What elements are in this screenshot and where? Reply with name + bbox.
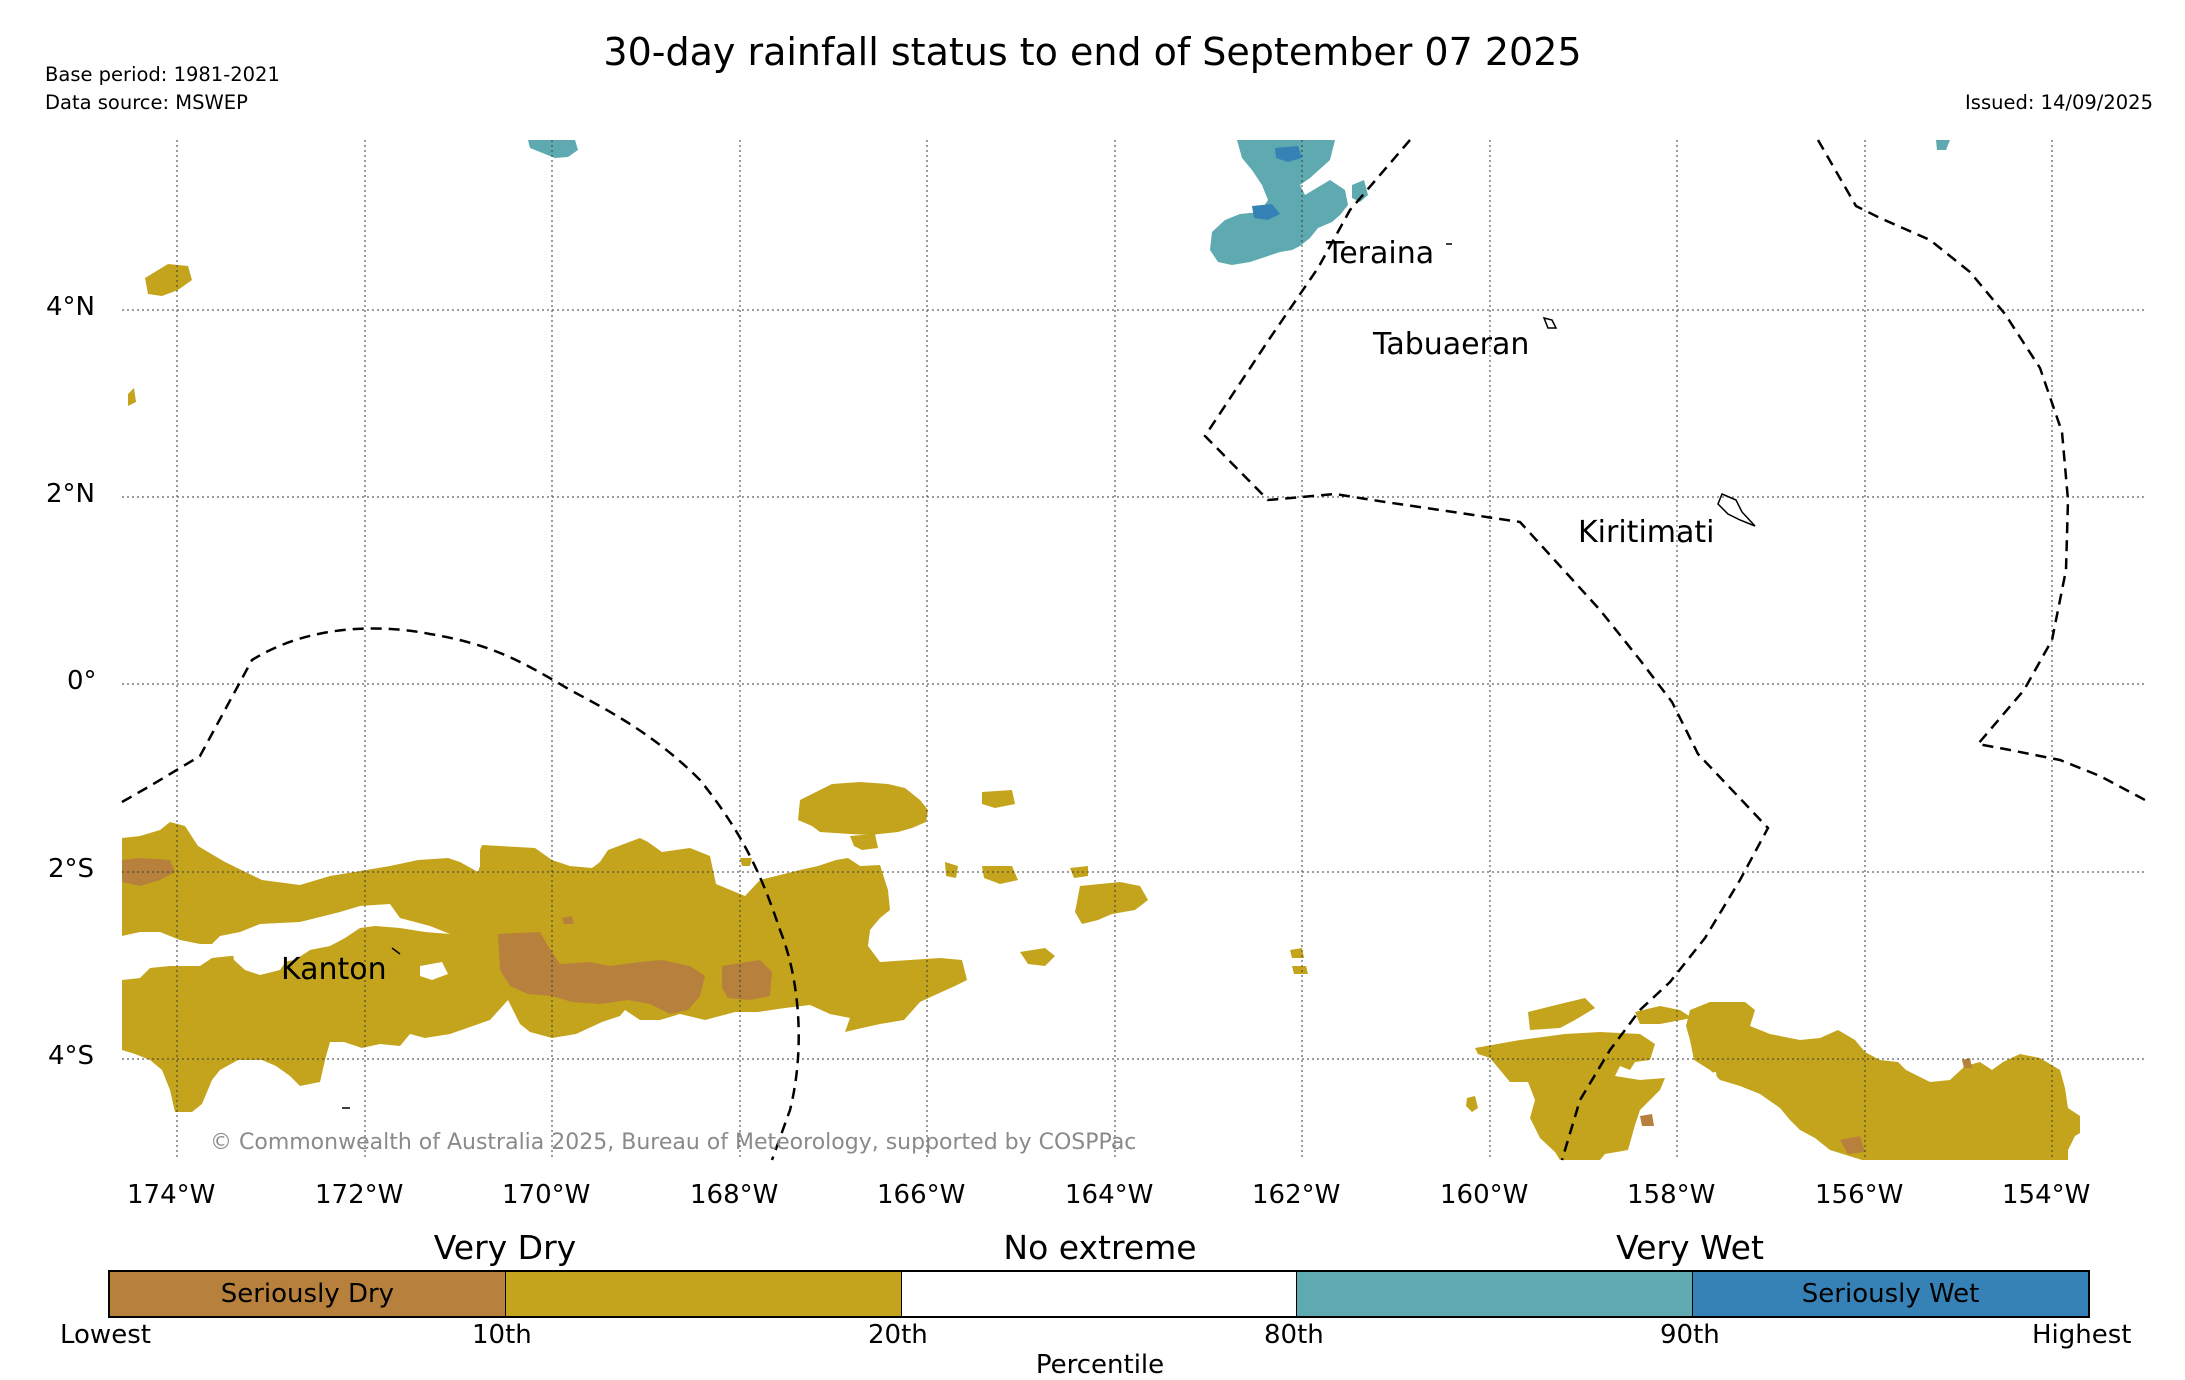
issued-date: Issued: 14/09/2025 (1965, 91, 2153, 114)
lon-label-156w: 156°W (1815, 1180, 1904, 1210)
very-dry-region (1686, 1002, 2080, 1160)
no-extreme-hole (300, 928, 320, 942)
very-dry-region (1528, 998, 1595, 1030)
very-wet-region (528, 140, 578, 158)
lat-label-2n: 2°N (46, 479, 95, 509)
very-dry-region (798, 782, 928, 835)
lon-label-168w: 168°W (690, 1180, 779, 1210)
no-extreme-hole (1700, 1072, 1718, 1088)
colorbar: Seriously Dry Seriously Wet (108, 1270, 2090, 1318)
colorbar-very-dry (505, 1272, 902, 1316)
base-period: Base period: 1981-2021 (45, 63, 280, 86)
very-dry-region (982, 790, 1015, 808)
lon-label-160w: 160°W (1440, 1180, 1529, 1210)
very-dry-region (850, 834, 878, 850)
very-dry-region (1475, 1032, 1665, 1160)
colorbar-tick-80th: 80th (1264, 1320, 1324, 1350)
colorbar-very-wet (1297, 1272, 1694, 1316)
lat-label-4n: 4°N (46, 292, 95, 322)
seriously-dry-region (722, 960, 772, 1000)
copyright-notice: © Commonwealth of Australia 2025, Bureau… (210, 1130, 1137, 1155)
island-outlines (342, 243, 1756, 1109)
lon-label-170w: 170°W (502, 1180, 591, 1210)
very-dry-region (1292, 966, 1308, 974)
lon-label-162w: 162°W (1252, 1180, 1341, 1210)
very-wet-region (1352, 180, 1368, 202)
rainfall-anomaly-fields (122, 140, 2115, 1160)
seriously-wet-region (1275, 146, 1302, 162)
phoenix-islands-eez-boundary (121, 627, 800, 1161)
seriously-dry-region (1840, 1136, 1865, 1154)
map-title: 30-day rainfall status to end of Septemb… (603, 30, 1582, 74)
seriously-dry-region (1962, 1058, 1972, 1068)
colorbar-tick-20th: 20th (868, 1320, 928, 1350)
colorbar-seriously-dry: Seriously Dry (110, 1272, 506, 1316)
very-dry-region (1635, 1006, 1692, 1024)
kiritimati-outline (1717, 493, 1756, 527)
legend-group-very-dry: Very Dry (433, 1228, 577, 1267)
no-extreme-hole (232, 944, 288, 975)
place-label-tabuaeran: Tabuaeran (1373, 327, 1530, 362)
very-dry-region (982, 866, 1018, 884)
kanton-outline (391, 947, 401, 955)
colorbar-tick-highest: Highest (2032, 1320, 2132, 1350)
no-extreme-hole (360, 912, 378, 922)
lon-label-158w: 158°W (1627, 1180, 1716, 1210)
lat-label-2s: 2°S (48, 854, 95, 884)
very-dry-region (1075, 882, 1148, 924)
eez-boundaries (121, 139, 2146, 1161)
place-label-teraina: Teraina (1326, 236, 1435, 271)
lon-label-164w: 164°W (1065, 1180, 1154, 1210)
seriously-dry-region (562, 916, 574, 924)
lon-label-174w: 174°W (127, 1180, 216, 1210)
no-extreme-hole (420, 962, 448, 980)
very-dry-region (945, 862, 958, 878)
very-dry-region (1290, 948, 1304, 958)
seriously-wet-region (1252, 204, 1280, 220)
colorbar-tick-lowest: Lowest (60, 1320, 151, 1350)
no-extreme-hole (1760, 1110, 1776, 1122)
legend-group-no-extreme: No extreme (1003, 1228, 1197, 1267)
colorbar-seriously-wet: Seriously Wet (1693, 1272, 2088, 1316)
colorbar-label-seriously-dry: Seriously Dry (220, 1279, 395, 1309)
lon-label-166w: 166°W (877, 1180, 966, 1210)
colorbar-tick-10th: 10th (472, 1320, 532, 1350)
seriously-dry-region (498, 932, 705, 1014)
eastern-eez-boundary (1816, 139, 2146, 802)
very-dry-region (145, 264, 192, 296)
graticule (122, 140, 2145, 1160)
tabuaeran-outline (1542, 316, 1558, 329)
lat-label-equator: 0° (67, 666, 97, 696)
colorbar-label-seriously-wet: Seriously Wet (1801, 1279, 1980, 1309)
very-wet-region (1210, 140, 1348, 265)
colorbar-axis-label: Percentile (1035, 1350, 1165, 1380)
data-source: Data source: MSWEP (45, 91, 248, 114)
legend-group-very-wet: Very Wet (1616, 1228, 1764, 1267)
very-dry-region (128, 388, 136, 406)
colorbar-tick-90th: 90th (1660, 1320, 1720, 1350)
very-wet-region (1936, 140, 1950, 150)
place-label-kanton: Kanton (281, 952, 387, 987)
place-label-kiritimati: Kiritimati (1578, 515, 1715, 550)
very-dry-region (2110, 1120, 2115, 1128)
lon-label-172w: 172°W (315, 1180, 404, 1210)
lat-label-4s: 4°S (48, 1041, 95, 1071)
very-dry-region (1020, 948, 1055, 966)
line-islands-eez-boundary (1203, 139, 1770, 1161)
very-dry-region (1466, 1096, 1478, 1112)
seriously-dry-region (1640, 1114, 1654, 1126)
lon-label-154w: 154°W (2002, 1180, 2091, 1210)
colorbar-no-extreme (901, 1272, 1298, 1316)
very-dry-region (740, 858, 752, 866)
